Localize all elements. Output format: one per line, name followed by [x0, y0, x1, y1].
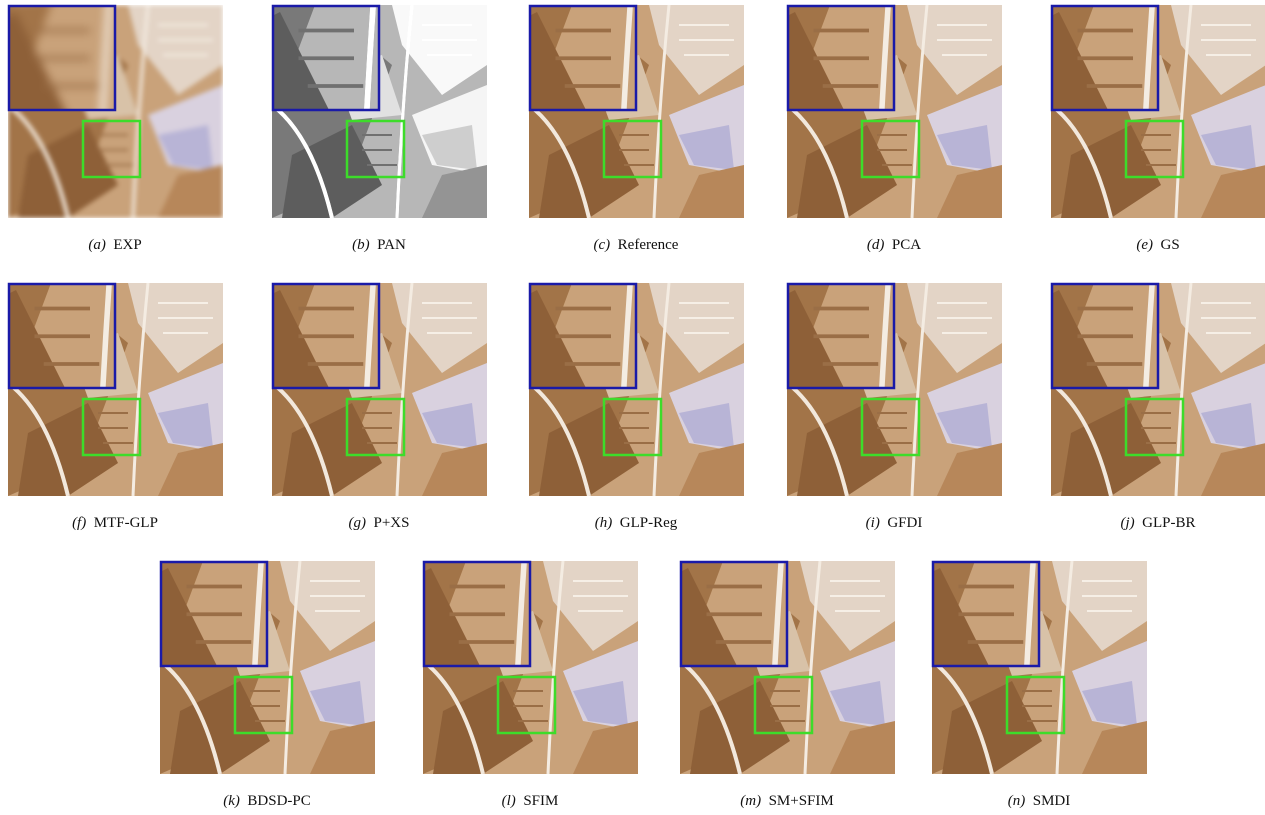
panel: (a) EXP	[0, 0, 266, 253]
caption-letter: (d)	[867, 237, 885, 253]
caption-label: BDSD-PC	[247, 793, 310, 809]
caption-label: SM+SFIM	[769, 793, 834, 809]
caption: (e) GS	[1136, 237, 1179, 253]
caption-letter: (b)	[352, 237, 370, 253]
caption-letter: (j)	[1120, 515, 1134, 531]
caption-label: GLP-BR	[1142, 515, 1195, 531]
caption-label: EXP	[113, 237, 141, 253]
caption: (j) GLP-BR	[1120, 515, 1195, 531]
caption: (d) PCA	[867, 237, 921, 253]
caption-label: P+XS	[374, 515, 410, 531]
caption: (f) MTF-GLP	[72, 515, 158, 531]
caption: (k) BDSD-PC	[223, 793, 311, 809]
caption: (b) PAN	[352, 237, 406, 253]
caption: (l) SFIM	[502, 793, 559, 809]
panel-grid: (a) EXP (b) PAN (c) Reference (d) PCA (e) GS…	[0, 0, 1265, 809]
caption: (g) P+XS	[349, 515, 410, 531]
caption-letter: (k)	[223, 793, 240, 809]
caption-letter: (g)	[349, 515, 367, 531]
caption-label: GFDI	[887, 515, 922, 531]
caption-letter: (f)	[72, 515, 86, 531]
caption-letter: (i)	[866, 515, 880, 531]
caption: (a) EXP	[88, 237, 141, 253]
figure: (a) EXP (b) PAN (c) Reference (d) PCA (e) GS…	[0, 0, 1265, 815]
caption: (c) Reference	[594, 237, 679, 253]
caption-letter: (c)	[594, 237, 611, 253]
caption-letter: (n)	[1008, 793, 1026, 809]
caption-letter: (e)	[1136, 237, 1153, 253]
caption-label: Reference	[618, 237, 679, 253]
caption-letter: (h)	[595, 515, 613, 531]
caption-label: MTF-GLP	[94, 515, 158, 531]
caption: (n) SMDI	[1008, 793, 1071, 809]
caption-label: GS	[1160, 237, 1179, 253]
caption-letter: (l)	[502, 793, 516, 809]
caption: (h) GLP-Reg	[595, 515, 678, 531]
caption: (m) SM+SFIM	[740, 793, 833, 809]
caption-label: GLP-Reg	[620, 515, 678, 531]
caption-label: PCA	[892, 237, 921, 253]
caption-label: SFIM	[523, 793, 558, 809]
caption-label: SMDI	[1033, 793, 1071, 809]
caption-label: PAN	[377, 237, 406, 253]
caption-letter: (m)	[740, 793, 761, 809]
caption: (i) GFDI	[866, 515, 923, 531]
caption-letter: (a)	[88, 237, 106, 253]
